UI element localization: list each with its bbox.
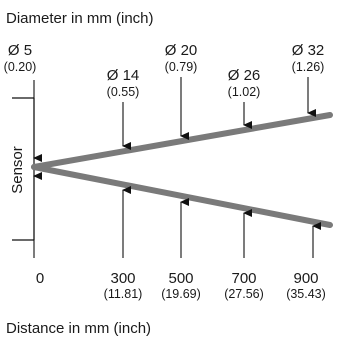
sensor-label: Sensor	[9, 146, 26, 194]
diameter-inch-1: (0.20)	[4, 60, 37, 74]
distance-label-3: 500	[168, 270, 193, 287]
distance-inch-5: (35.43)	[286, 287, 326, 301]
diameter-axis-title: Diameter in mm (inch)	[6, 10, 154, 27]
beam-upper-edge	[31, 112, 333, 170]
diameter-label-1: Ø 5	[8, 42, 32, 59]
upper-arrows	[33, 77, 316, 162]
beam-cone	[31, 112, 333, 228]
distance-label-2: 300	[110, 270, 135, 287]
distance-labels: 0 300 (11.81) 500 (19.69) 700 (27.56) 90…	[36, 270, 326, 301]
distance-inch-4: (27.56)	[224, 287, 264, 301]
distance-inch-2: (11.81)	[104, 287, 143, 301]
distance-label-4: 700	[231, 270, 256, 287]
distance-inch-3: (19.69)	[161, 287, 201, 301]
diameter-label-3: Ø 20	[165, 42, 198, 59]
diameter-inch-4: (1.02)	[228, 85, 261, 99]
distance-label-1: 0	[36, 270, 44, 287]
distance-axis-title: Distance in mm (inch)	[6, 320, 151, 337]
diameter-label-2: Ø 14	[107, 67, 140, 84]
diameter-inch-2: (0.55)	[107, 85, 140, 99]
distance-label-5: 900	[293, 270, 318, 287]
diameter-labels: Ø 5 (0.20) Ø 14 (0.55) Ø 20 (0.79) Ø 26 …	[4, 42, 325, 99]
diameter-inch-5: (1.26)	[292, 60, 325, 74]
diameter-label-4: Ø 26	[228, 67, 261, 84]
lower-arrows	[33, 172, 321, 258]
diameter-inch-3: (0.79)	[165, 60, 198, 74]
diameter-label-5: Ø 32	[292, 42, 325, 59]
beam-lower-edge	[31, 164, 333, 228]
